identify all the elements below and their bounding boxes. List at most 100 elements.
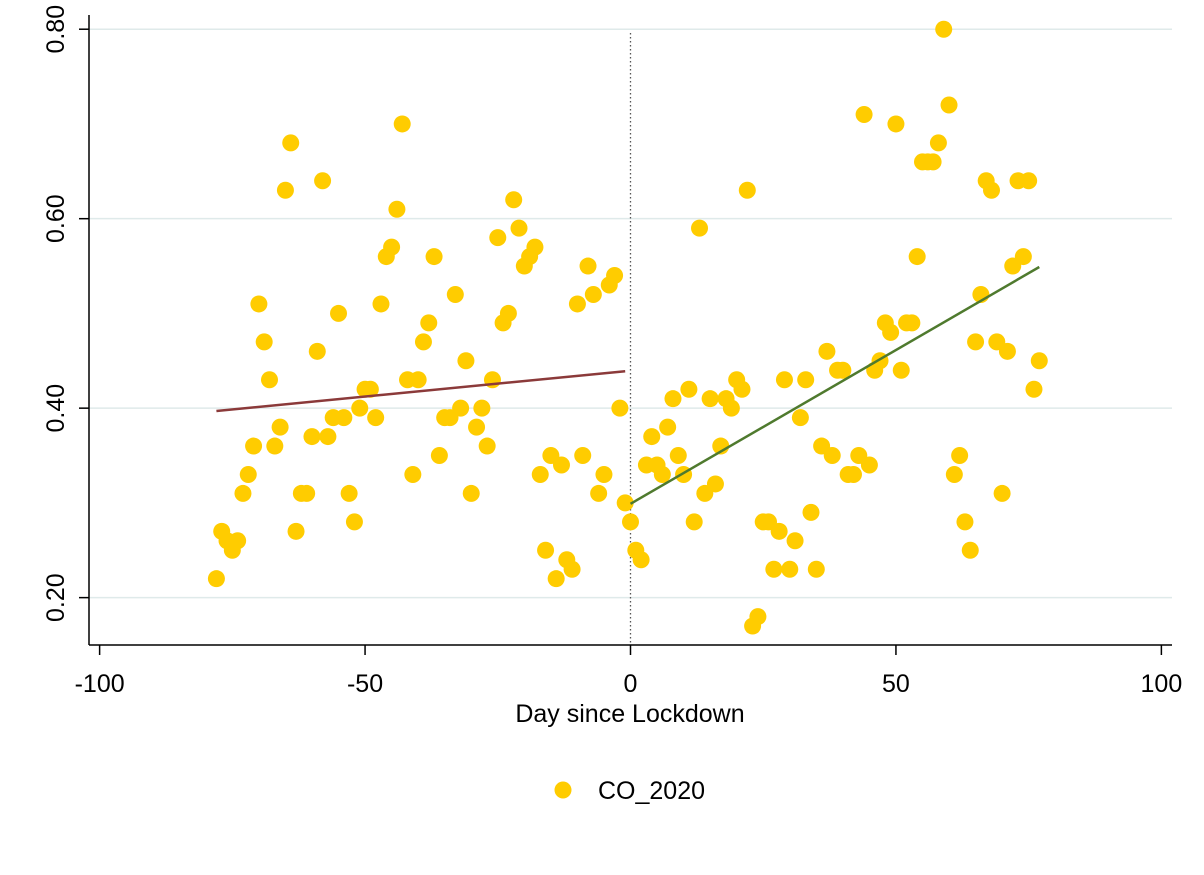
data-point-65 — [552, 456, 570, 474]
data-point-80 — [632, 551, 650, 569]
data-point-56 — [505, 191, 523, 209]
data-point-29 — [361, 380, 379, 398]
data-point-77 — [616, 494, 634, 512]
data-point-131 — [903, 314, 921, 332]
data-point-30 — [367, 409, 385, 427]
data-point-153 — [1020, 172, 1038, 190]
data-point-148 — [993, 484, 1011, 502]
data-points — [207, 20, 1048, 635]
data-point-138 — [940, 96, 958, 114]
x-axis-title: Day since Lockdown — [515, 700, 744, 728]
legend-marker — [554, 781, 572, 799]
fit-line-after-lockdown — [629, 265, 1040, 505]
data-point-18 — [303, 428, 321, 446]
data-point-113 — [807, 560, 825, 578]
data-point-135 — [924, 153, 942, 171]
data-point-51 — [478, 437, 496, 455]
data-point-86 — [664, 390, 682, 408]
data-point-123 — [860, 456, 878, 474]
data-point-61 — [531, 465, 549, 483]
data-point-154 — [1025, 380, 1043, 398]
data-point-17 — [298, 484, 316, 502]
x-tick-label-1: -50 — [347, 670, 383, 698]
data-point-89 — [680, 380, 698, 398]
x-tick-label-3: 50 — [882, 670, 910, 698]
data-point-64 — [547, 570, 565, 588]
data-point-0 — [207, 570, 225, 588]
data-point-50 — [473, 399, 491, 417]
data-point-14 — [282, 134, 300, 152]
y-tick-label-0: 0.20 — [42, 573, 70, 622]
y-axis-ticks: 0.20 0.40 0.60 0.80 — [42, 5, 89, 622]
data-point-73 — [595, 465, 613, 483]
data-point-122 — [855, 105, 873, 123]
data-point-75 — [606, 267, 624, 285]
data-point-78 — [622, 513, 639, 531]
data-point-47 — [457, 352, 475, 370]
data-point-110 — [791, 409, 809, 427]
data-point-72 — [590, 484, 608, 502]
data-point-55 — [499, 304, 517, 322]
data-point-69 — [574, 447, 592, 465]
data-point-70 — [579, 257, 597, 275]
data-point-99 — [733, 380, 751, 398]
data-point-109 — [786, 532, 804, 550]
data-point-42 — [430, 447, 448, 465]
y-tick-label-3: 0.80 — [42, 5, 70, 54]
data-point-102 — [749, 608, 767, 626]
x-axis-ticks: -100 -50 0 50 100 — [75, 645, 1183, 698]
data-point-155 — [1030, 352, 1048, 370]
data-point-40 — [420, 314, 438, 332]
data-point-67 — [563, 560, 581, 578]
data-point-111 — [797, 371, 815, 389]
data-point-25 — [340, 484, 358, 502]
x-tick-label-4: 100 — [1141, 670, 1183, 698]
data-point-62 — [537, 541, 555, 559]
data-point-13 — [276, 181, 294, 199]
data-point-91 — [691, 219, 709, 237]
data-point-100 — [738, 181, 756, 199]
data-point-105 — [765, 560, 783, 578]
data-point-37 — [404, 465, 422, 483]
data-point-142 — [961, 541, 979, 559]
data-point-6 — [239, 465, 257, 483]
data-point-46 — [452, 399, 470, 417]
data-point-106 — [770, 522, 788, 540]
data-point-49 — [468, 418, 486, 436]
data-point-143 — [967, 333, 985, 351]
data-point-118 — [834, 361, 852, 379]
x-tick-label-0: -100 — [75, 670, 125, 698]
data-point-12 — [271, 418, 289, 436]
data-point-34 — [388, 200, 406, 218]
legend: CO_2020 — [554, 777, 705, 805]
data-point-4 — [229, 532, 247, 550]
data-point-115 — [818, 342, 836, 360]
data-point-136 — [929, 134, 947, 152]
data-point-35 — [393, 115, 411, 133]
y-tick-label-1: 0.40 — [42, 384, 70, 433]
x-tick-label-2: 0 — [624, 670, 638, 698]
data-point-108 — [781, 560, 799, 578]
data-point-146 — [983, 181, 1000, 199]
data-point-85 — [659, 418, 677, 436]
data-point-76 — [611, 399, 629, 417]
data-point-129 — [892, 361, 910, 379]
data-point-152 — [1014, 248, 1032, 266]
data-point-19 — [308, 342, 326, 360]
data-point-20 — [314, 172, 332, 190]
data-point-82 — [643, 428, 661, 446]
data-point-141 — [956, 513, 974, 531]
data-point-127 — [882, 323, 900, 341]
data-point-116 — [823, 447, 841, 465]
data-point-84 — [653, 465, 671, 483]
data-point-38 — [409, 371, 427, 389]
data-point-26 — [345, 513, 363, 531]
data-point-15 — [287, 522, 305, 540]
data-point-11 — [266, 437, 284, 455]
data-point-57 — [510, 219, 528, 237]
data-point-139 — [945, 465, 963, 483]
data-point-7 — [245, 437, 263, 455]
fit-lines — [216, 265, 1040, 505]
